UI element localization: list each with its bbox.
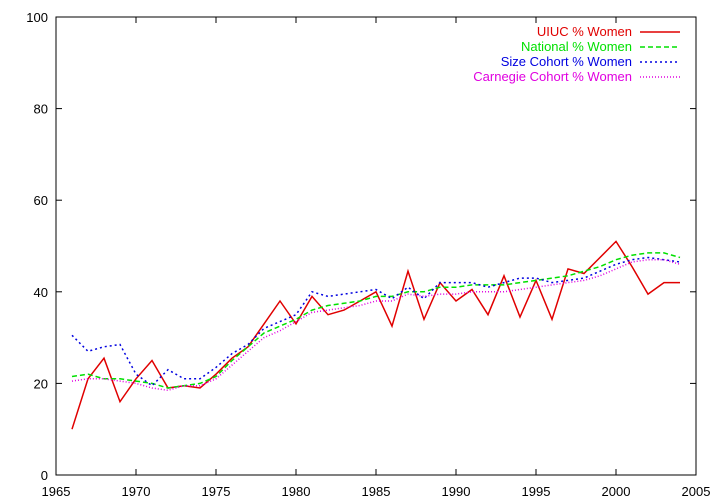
x-tick-label: 2005: [682, 484, 711, 499]
legend-label: National % Women: [521, 39, 632, 54]
x-tick-label: 1975: [202, 484, 231, 499]
y-tick-label: 20: [34, 376, 48, 391]
x-tick-label: 1980: [282, 484, 311, 499]
x-tick-label: 1990: [442, 484, 471, 499]
series-line-2: [71, 256, 681, 387]
y-tick-label: 0: [41, 468, 48, 483]
x-tick-label: 1965: [42, 484, 71, 499]
legend-label: Carnegie Cohort % Women: [473, 69, 632, 84]
axis-ticks: 1965 1970 1975 1980 1985 1990 1995 2000 2005 0 20 4…: [26, 10, 710, 499]
series-line-1: [71, 252, 681, 389]
plot-frame: [55, 16, 697, 476]
legend-label: Size Cohort % Women: [501, 54, 632, 69]
y-tick-label: 60: [34, 193, 48, 208]
x-tick-label: 1970: [122, 484, 151, 499]
y-tick-label: 40: [34, 285, 48, 300]
y-tick-label: 100: [26, 10, 48, 25]
series-group: [71, 240, 681, 430]
y-tick-label: 80: [34, 102, 48, 117]
legend-label: UIUC % Women: [537, 24, 632, 39]
series-line-3: [71, 258, 681, 392]
x-tick-label: 2000: [602, 484, 631, 499]
x-tick-label: 1985: [362, 484, 391, 499]
x-tick-label: 1995: [522, 484, 551, 499]
